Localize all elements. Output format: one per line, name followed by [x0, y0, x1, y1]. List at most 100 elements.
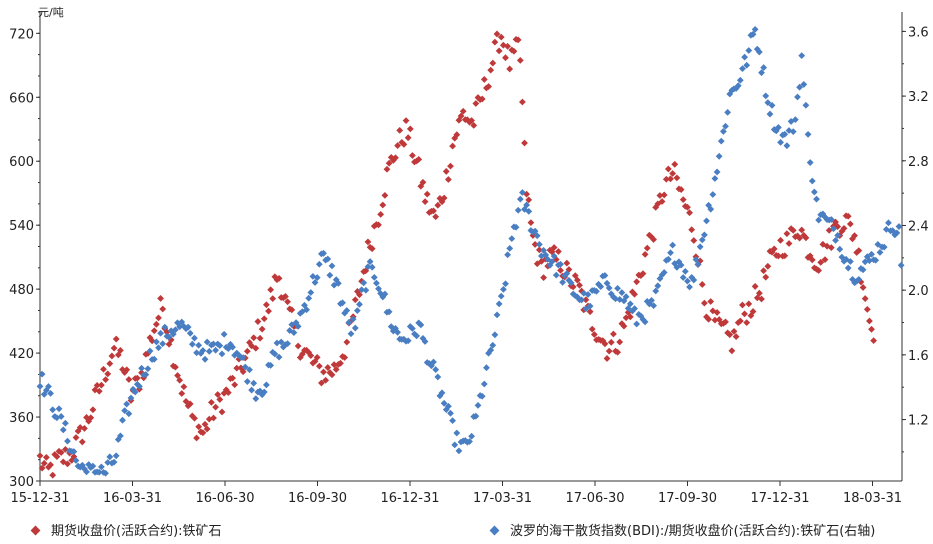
point-futures: [351, 296, 359, 304]
point-futures: [673, 174, 681, 182]
point-bdi-ratio: [188, 340, 196, 348]
point-bdi-ratio: [212, 346, 220, 354]
point-futures: [870, 337, 877, 345]
point-bdi-ratio: [652, 287, 660, 295]
point-futures: [603, 355, 611, 362]
point-futures: [582, 296, 590, 304]
point-bdi-ratio: [199, 347, 207, 354]
point-futures: [487, 66, 495, 74]
point-bdi-ratio: [102, 469, 109, 477]
point-futures: [322, 376, 330, 384]
point-futures: [846, 220, 854, 228]
point-futures: [377, 211, 385, 218]
point-futures: [201, 420, 209, 428]
point-bdi-ratio: [64, 437, 71, 445]
x-tick-label: 16-06-30: [195, 491, 254, 506]
point-futures: [254, 318, 262, 325]
point-futures: [866, 317, 873, 325]
point-futures: [262, 301, 270, 309]
point-futures: [743, 319, 751, 326]
point-bdi-ratio: [210, 340, 217, 348]
point-futures: [669, 170, 677, 177]
point-bdi-ratio: [472, 412, 480, 420]
point-futures: [231, 381, 239, 389]
point-bdi-ratio: [110, 458, 118, 466]
point-futures: [660, 191, 668, 199]
point-bdi-ratio: [370, 273, 378, 281]
point-bdi-ratio: [489, 341, 497, 349]
point-bdi-ratio: [186, 329, 194, 337]
point-futures: [728, 347, 736, 355]
point-bdi-ratio: [480, 380, 488, 388]
point-futures: [152, 320, 160, 328]
point-futures: [764, 262, 772, 270]
data-points: [36, 25, 905, 479]
point-futures: [605, 347, 613, 355]
point-bdi-ratio: [106, 453, 114, 461]
point-bdi-ratio: [483, 364, 490, 372]
point-futures: [265, 307, 272, 315]
point-futures: [480, 76, 488, 83]
point-futures: [269, 295, 277, 303]
point-futures: [762, 273, 770, 281]
point-futures: [700, 299, 708, 307]
point-futures: [442, 168, 450, 175]
point-futures: [722, 318, 729, 326]
point-futures: [749, 308, 757, 315]
point-bdi-ratio: [250, 379, 258, 387]
point-bdi-ratio: [601, 272, 609, 279]
point-futures: [36, 452, 44, 460]
point-bdi-ratio: [45, 383, 52, 390]
point-bdi-ratio: [125, 410, 133, 418]
y-right-tick-label: 1.2: [908, 414, 929, 429]
point-bdi-ratio: [157, 329, 164, 337]
point-futures: [256, 334, 264, 342]
point-futures: [751, 283, 759, 290]
point-bdi-ratio: [622, 293, 630, 301]
point-bdi-ratio: [876, 249, 884, 256]
point-bdi-ratio: [713, 168, 721, 176]
point-bdi-ratio: [686, 283, 693, 291]
point-futures: [563, 259, 571, 267]
point-bdi-ratio: [614, 284, 621, 292]
y-left-tick-label: 420: [9, 347, 34, 362]
point-bdi-ratio: [717, 137, 725, 145]
point-bdi-ratio: [161, 323, 169, 331]
y-right-tick-label: 2.8: [908, 155, 929, 170]
point-bdi-ratio: [500, 285, 507, 293]
point-futures: [330, 361, 338, 368]
point-bdi-ratio: [895, 223, 903, 230]
point-bdi-ratio: [868, 250, 875, 258]
legend-item-bdi-ratio: 波罗的海干散货指数(BDI):/期货收盘价(活跃合约):铁矿石(右轴): [489, 520, 876, 539]
point-futures: [97, 381, 105, 389]
point-futures: [626, 313, 634, 321]
point-bdi-ratio: [364, 263, 372, 271]
point-bdi-ratio: [684, 277, 691, 285]
point-bdi-ratio: [112, 452, 120, 460]
y-right-axis: 1.2 1.6 2.0 2.4 2.8 3.2 3.6: [901, 12, 929, 481]
point-futures: [447, 162, 454, 170]
point-futures: [402, 117, 410, 125]
point-bdi-ratio: [315, 260, 323, 268]
point-bdi-ratio: [451, 441, 459, 449]
point-bdi-ratio: [248, 386, 255, 394]
point-futures: [650, 236, 657, 243]
point-bdi-ratio: [698, 236, 706, 244]
y-right-tick-label: 1.6: [908, 349, 929, 364]
point-futures: [698, 281, 706, 288]
point-bdi-ratio: [502, 280, 509, 288]
point-bdi-ratio: [153, 338, 160, 346]
point-bdi-ratio: [491, 331, 499, 339]
point-futures: [106, 360, 114, 368]
point-futures: [449, 142, 457, 150]
point-futures: [104, 370, 112, 378]
legend-label-bdi-ratio: 波罗的海干散货指数(BDI):/期货收盘价(活跃合约):铁矿石(右轴): [510, 524, 876, 539]
point-bdi-ratio: [347, 330, 355, 338]
point-futures: [78, 438, 86, 446]
point-futures: [191, 414, 198, 422]
point-futures: [100, 365, 107, 373]
point-futures: [525, 196, 533, 204]
point-bdi-ratio: [618, 289, 626, 296]
y-left-unit-label: 元/吨: [38, 6, 64, 19]
point-bdi-ratio: [193, 349, 200, 357]
